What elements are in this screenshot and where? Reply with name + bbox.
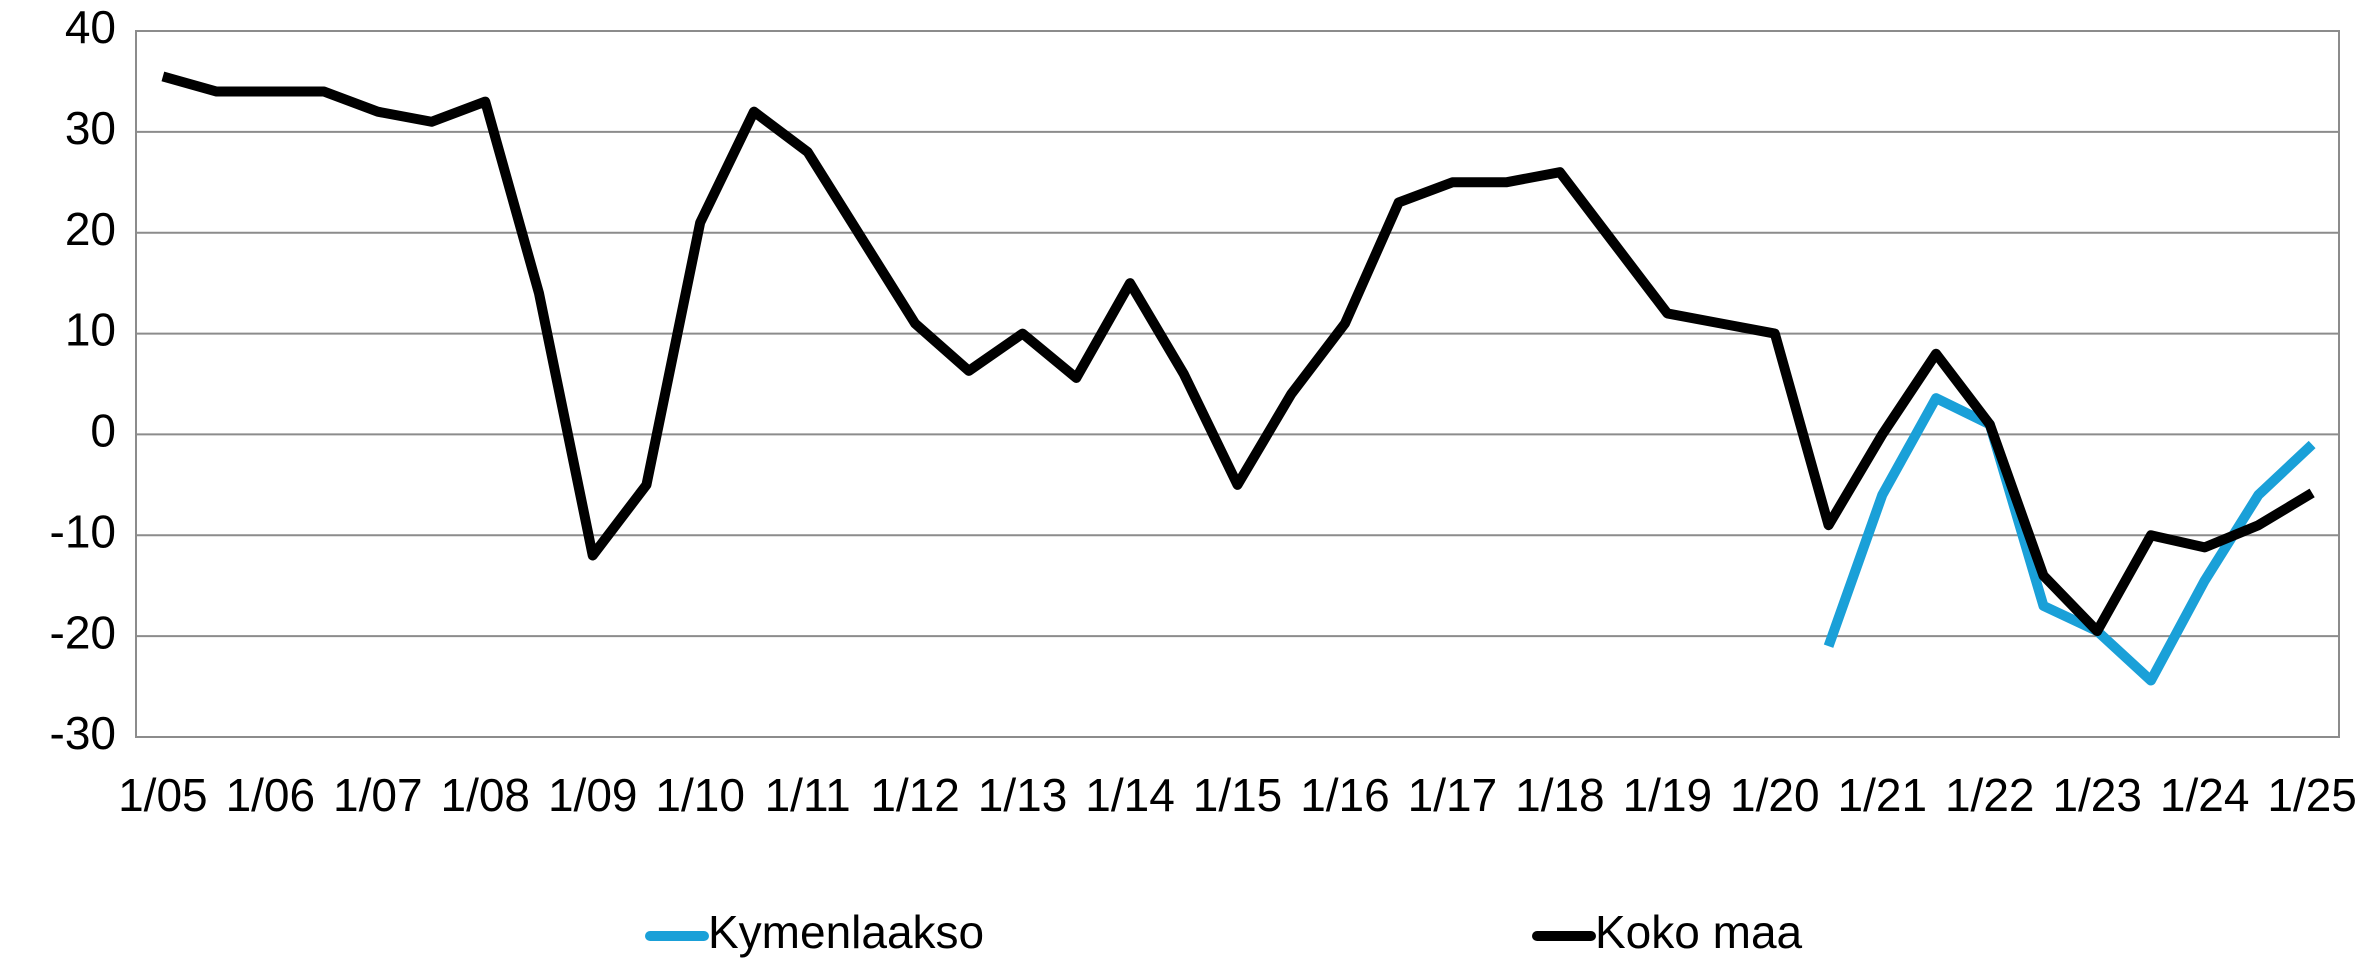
x-tick-label: 1/22 xyxy=(1945,769,2035,821)
x-tick-label: 1/06 xyxy=(226,769,316,821)
series-line xyxy=(1823,393,2316,686)
x-tick-label: 1/24 xyxy=(2160,769,2250,821)
x-tick-label: 1/20 xyxy=(1730,769,1820,821)
x-tick-label: 1/15 xyxy=(1193,769,1283,821)
plot-frame xyxy=(135,30,2340,738)
series-line xyxy=(161,71,2315,637)
legend-label: Kymenlaakso xyxy=(708,906,984,958)
x-tick-label: 1/13 xyxy=(978,769,1068,821)
x-tick-label: 1/11 xyxy=(765,769,851,821)
y-tick-label: 40 xyxy=(65,1,116,53)
x-tick-label: 1/08 xyxy=(440,769,530,821)
legend-label: Koko maa xyxy=(1595,906,1803,958)
x-tick-label: 1/12 xyxy=(870,769,960,821)
x-tick-label: 1/10 xyxy=(655,769,745,821)
x-tick-label: 1/14 xyxy=(1085,769,1175,821)
x-tick-label: 1/25 xyxy=(2267,769,2357,821)
x-tick-label: 1/09 xyxy=(548,769,638,821)
y-tick-label: -30 xyxy=(50,707,116,759)
y-tick-label: 10 xyxy=(65,304,116,356)
y-tick-label: -10 xyxy=(50,505,116,557)
y-tick-label: 0 xyxy=(90,405,116,457)
x-tick-label: 1/19 xyxy=(1623,769,1713,821)
x-tick-label: 1/21 xyxy=(1838,769,1928,821)
x-tick-label: 1/23 xyxy=(2052,769,2142,821)
x-tick-label: 1/18 xyxy=(1515,769,1605,821)
y-tick-label: 30 xyxy=(65,102,116,154)
x-tick-label: 1/16 xyxy=(1300,769,1390,821)
x-tick-label: 1/07 xyxy=(333,769,423,821)
y-tick-label: -20 xyxy=(50,606,116,658)
x-tick-label: 1/05 xyxy=(118,769,208,821)
y-tick-label: 20 xyxy=(65,203,116,255)
x-tick-label: 1/17 xyxy=(1408,769,1498,821)
